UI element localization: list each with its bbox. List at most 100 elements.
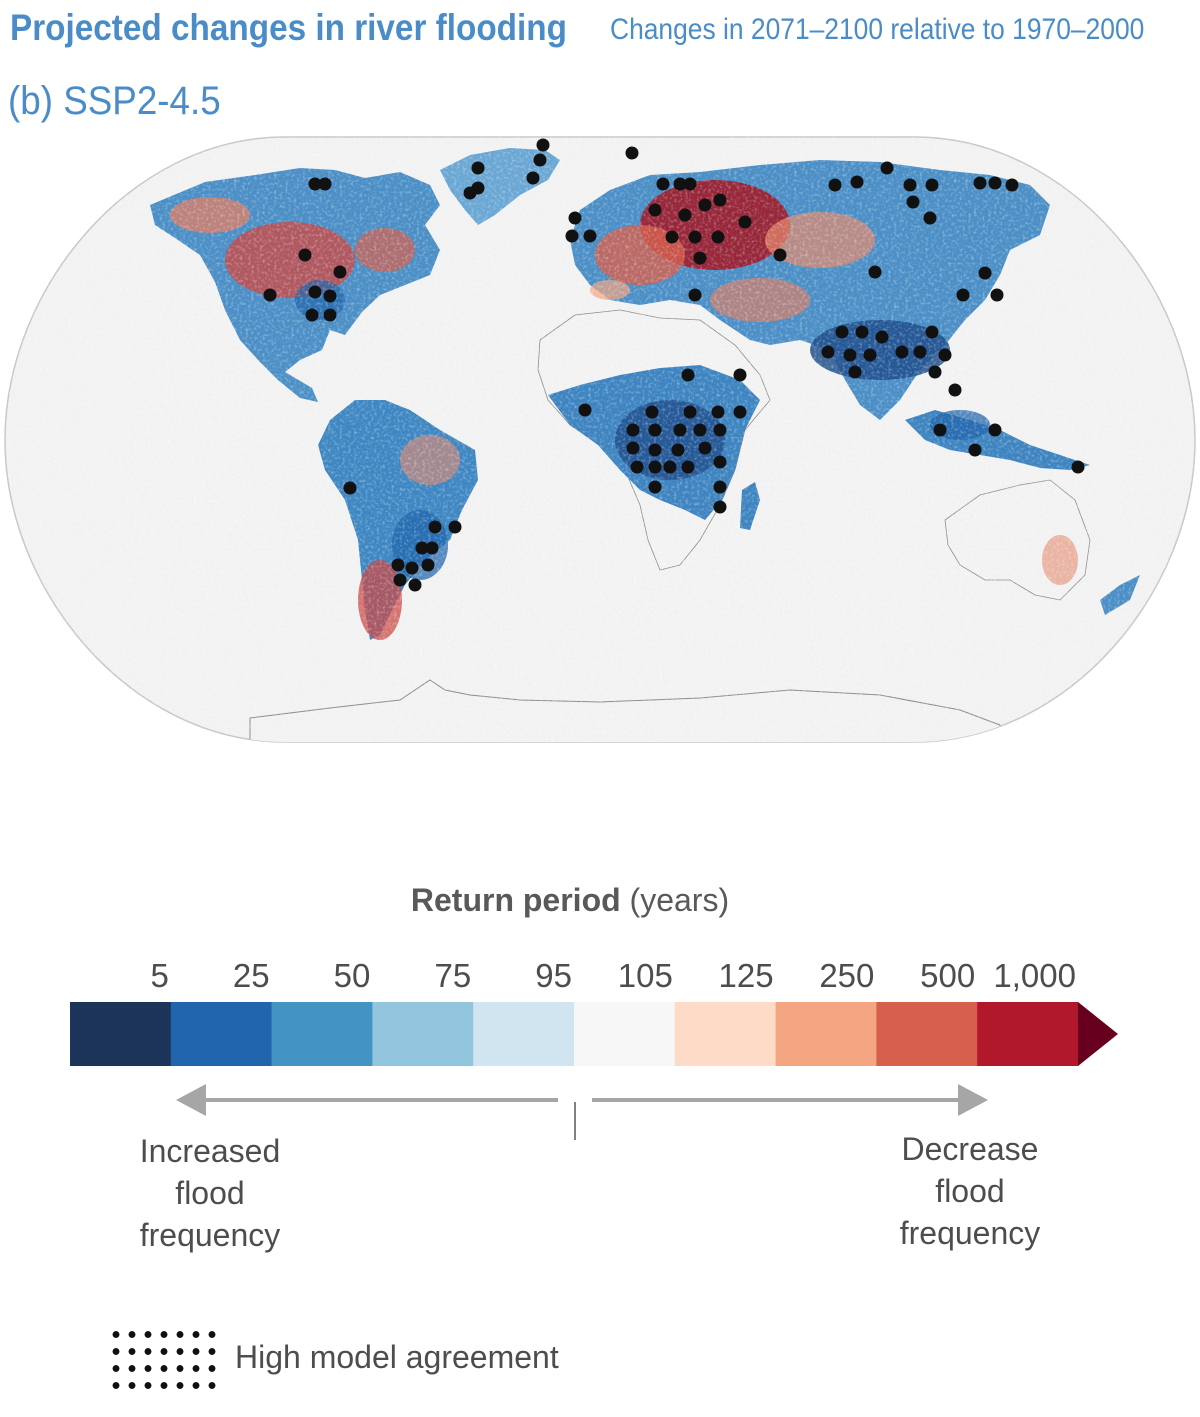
left-arrowhead bbox=[176, 1084, 206, 1116]
agreement-dot bbox=[973, 176, 987, 190]
agreement-dot bbox=[626, 441, 640, 455]
agreement-dot bbox=[906, 195, 920, 209]
agreement-dot bbox=[578, 403, 592, 417]
agreement-dot bbox=[713, 455, 727, 469]
agreement-dot bbox=[948, 383, 962, 397]
agreement-dot bbox=[673, 423, 687, 437]
agreement-dot bbox=[428, 520, 442, 534]
agreement-dot bbox=[533, 153, 547, 167]
agreement-dot bbox=[738, 215, 752, 229]
agreement-dot bbox=[903, 178, 917, 192]
colorbar-tick-label: 125 bbox=[719, 957, 774, 994]
agreement-dot bbox=[671, 443, 685, 457]
colorbar-bin-1 bbox=[70, 1002, 172, 1066]
agreement-dot bbox=[928, 365, 942, 379]
agreement-dot bbox=[843, 348, 857, 362]
right-label-line-2: flood bbox=[935, 1173, 1005, 1209]
colorbar-tick-label: 250 bbox=[819, 957, 874, 994]
agreement-dot bbox=[693, 251, 707, 265]
agreement-dot bbox=[626, 423, 640, 437]
agreement-dot bbox=[895, 345, 909, 359]
increased-flood-frequency-label: Increased flood frequency bbox=[80, 1130, 340, 1256]
agreement-dot bbox=[448, 520, 462, 534]
agreement-dot bbox=[688, 230, 702, 244]
colorbar-bin-9 bbox=[876, 1002, 978, 1066]
agreement-dot bbox=[648, 443, 662, 457]
agreement-dot bbox=[568, 211, 582, 225]
agreement-dot bbox=[713, 193, 727, 207]
agreement-dot bbox=[393, 573, 407, 587]
left-label-line-1: Increased bbox=[139, 1133, 281, 1169]
agreement-dot bbox=[343, 481, 357, 495]
chart-subtitle: Changes in 2071–2100 relative to 1970–20… bbox=[610, 13, 1145, 46]
agreement-dot bbox=[648, 423, 662, 437]
agreement-dot bbox=[648, 203, 662, 217]
agreement-dot bbox=[713, 500, 727, 514]
colorbar: 5 25 50 75 95 105 125 250 500 1,000 bbox=[70, 957, 1118, 1140]
agreement-dot bbox=[1071, 460, 1085, 474]
agreement-dot bbox=[625, 146, 639, 160]
agreement-dot bbox=[665, 230, 679, 244]
world-map bbox=[4, 136, 1196, 743]
agreement-dot bbox=[648, 480, 662, 494]
agreement-dot bbox=[713, 480, 727, 494]
agreement-dot bbox=[425, 541, 439, 555]
agreement-dot bbox=[415, 541, 429, 555]
agreement-dot bbox=[305, 308, 319, 322]
agreement-dot bbox=[821, 345, 835, 359]
agreement-dot bbox=[875, 330, 889, 344]
agreement-dot bbox=[848, 365, 862, 379]
agreement-dot bbox=[978, 266, 992, 280]
colorbar-overflow-triangle bbox=[1078, 1002, 1118, 1066]
colorbar-tick-label: 105 bbox=[618, 957, 673, 994]
stipple-legend-label: High model agreement bbox=[235, 1339, 559, 1375]
colorbar-tick-label: 1,000 bbox=[993, 957, 1076, 994]
agreement-dot bbox=[688, 288, 702, 302]
agreement-dot bbox=[391, 558, 405, 572]
agreement-dot bbox=[678, 208, 692, 222]
agreement-dot bbox=[925, 178, 939, 192]
direction-arrows bbox=[176, 1084, 988, 1140]
agreement-dot bbox=[733, 405, 747, 419]
agreement-dot bbox=[263, 288, 277, 302]
agreement-dot bbox=[956, 288, 970, 302]
agreement-dot bbox=[773, 248, 787, 262]
agreement-dot bbox=[855, 325, 869, 339]
agreement-dot bbox=[968, 443, 982, 457]
panel-label: (b) SSP2-4.5 bbox=[8, 79, 221, 123]
agreement-dot bbox=[333, 265, 347, 279]
agreement-dot bbox=[925, 325, 939, 339]
agreement-dot bbox=[923, 211, 937, 225]
legend-title: Return period (years) bbox=[0, 880, 1140, 920]
agreement-dot bbox=[645, 405, 659, 419]
agreement-dot bbox=[648, 460, 662, 474]
legend-title-units: (years) bbox=[629, 882, 730, 918]
colorbar-bin-6 bbox=[574, 1002, 676, 1066]
agreement-dot bbox=[933, 423, 947, 437]
agreement-dot bbox=[711, 405, 725, 419]
colorbar-bin-4 bbox=[372, 1002, 474, 1066]
chart-title: Projected changes in river flooding bbox=[10, 7, 567, 48]
agreement-dot bbox=[938, 348, 952, 362]
agreement-dot bbox=[990, 288, 1004, 302]
agreement-dot bbox=[828, 178, 842, 192]
agreement-dot bbox=[988, 176, 1002, 190]
agreement-dot bbox=[988, 423, 1002, 437]
colorbar-bin-7 bbox=[674, 1002, 777, 1066]
decrease-flood-frequency-label: Decrease flood frequency bbox=[840, 1128, 1100, 1254]
agreement-dot bbox=[835, 325, 849, 339]
stipple-legend-swatch bbox=[108, 1326, 224, 1394]
colorbar-bin-5 bbox=[473, 1002, 575, 1066]
agreement-dot bbox=[463, 186, 477, 200]
colorbar-tick-label: 25 bbox=[233, 957, 270, 994]
agreement-dot bbox=[681, 460, 695, 474]
agreement-dot bbox=[308, 177, 322, 191]
colorbar-tick-label: 5 bbox=[150, 957, 168, 994]
agreement-dot bbox=[698, 441, 712, 455]
agreement-dot bbox=[693, 423, 707, 437]
landmasses bbox=[5, 137, 1195, 742]
agreement-dot bbox=[733, 368, 747, 382]
agreement-dot bbox=[565, 229, 579, 243]
title-row: Projected changes in river flooding Chan… bbox=[10, 6, 1195, 58]
left-label-line-3: frequency bbox=[139, 1217, 281, 1253]
